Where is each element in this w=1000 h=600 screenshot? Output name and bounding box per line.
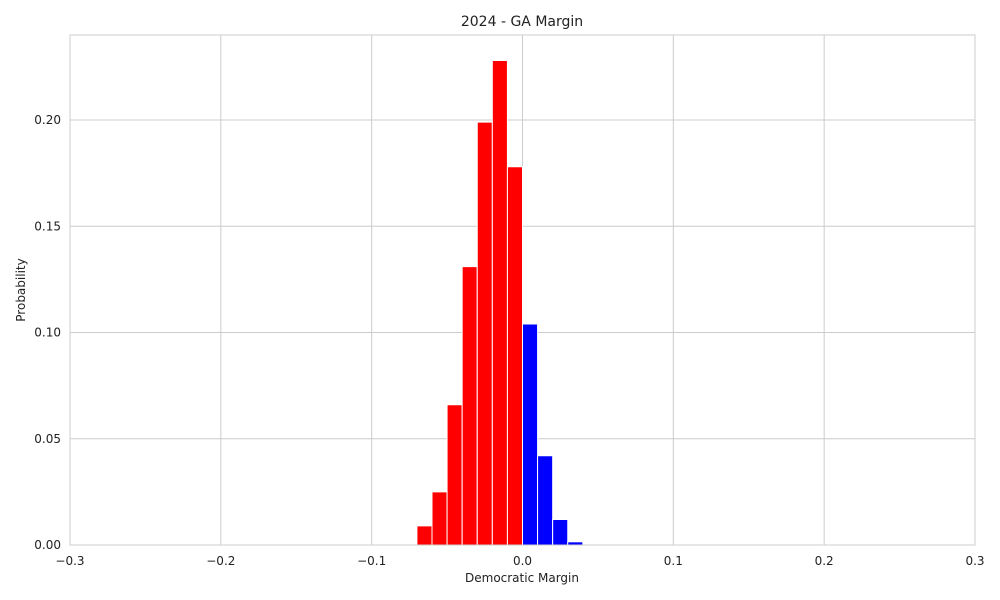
histogram-bar-republican bbox=[416, 525, 433, 546]
histogram-bar-democratic bbox=[537, 455, 554, 546]
histogram-bar-democratic bbox=[522, 323, 539, 546]
x-tick-labels: −0.3 −0.2 −0.1 0.0 0.1 0.2 0.3 bbox=[55, 554, 984, 568]
x-tick-label: −0.2 bbox=[206, 554, 235, 568]
y-tick-label: 0.15 bbox=[34, 219, 61, 233]
chart-title: 2024 - GA Margin bbox=[461, 14, 583, 30]
histogram-bar-republican bbox=[491, 60, 508, 546]
y-tick-labels: 0.00 0.05 0.10 0.15 0.20 bbox=[34, 113, 61, 552]
x-tick-label: 0.2 bbox=[815, 554, 834, 568]
y-tick-label: 0.00 bbox=[34, 538, 61, 552]
y-tick-label: 0.20 bbox=[34, 113, 61, 127]
x-tick-label: 0.0 bbox=[513, 554, 532, 568]
plot-frame bbox=[69, 34, 976, 546]
histogram-bar-republican bbox=[431, 491, 448, 546]
histogram-bar-republican bbox=[476, 121, 493, 546]
y-tick-label: 0.10 bbox=[34, 326, 61, 340]
x-tick-label: 0.1 bbox=[664, 554, 683, 568]
x-tick-label: 0.3 bbox=[965, 554, 984, 568]
x-tick-label: −0.1 bbox=[357, 554, 386, 568]
histogram-bar-republican bbox=[446, 404, 463, 546]
histogram-bar-democratic bbox=[552, 519, 569, 546]
y-tick-label: 0.05 bbox=[34, 432, 61, 446]
x-axis-title: Democratic Margin bbox=[465, 571, 579, 585]
histogram-bar-republican bbox=[506, 166, 523, 546]
histogram-bar-republican bbox=[461, 266, 478, 546]
y-axis-title: Probability bbox=[14, 258, 28, 321]
x-tick-label: −0.3 bbox=[55, 554, 84, 568]
